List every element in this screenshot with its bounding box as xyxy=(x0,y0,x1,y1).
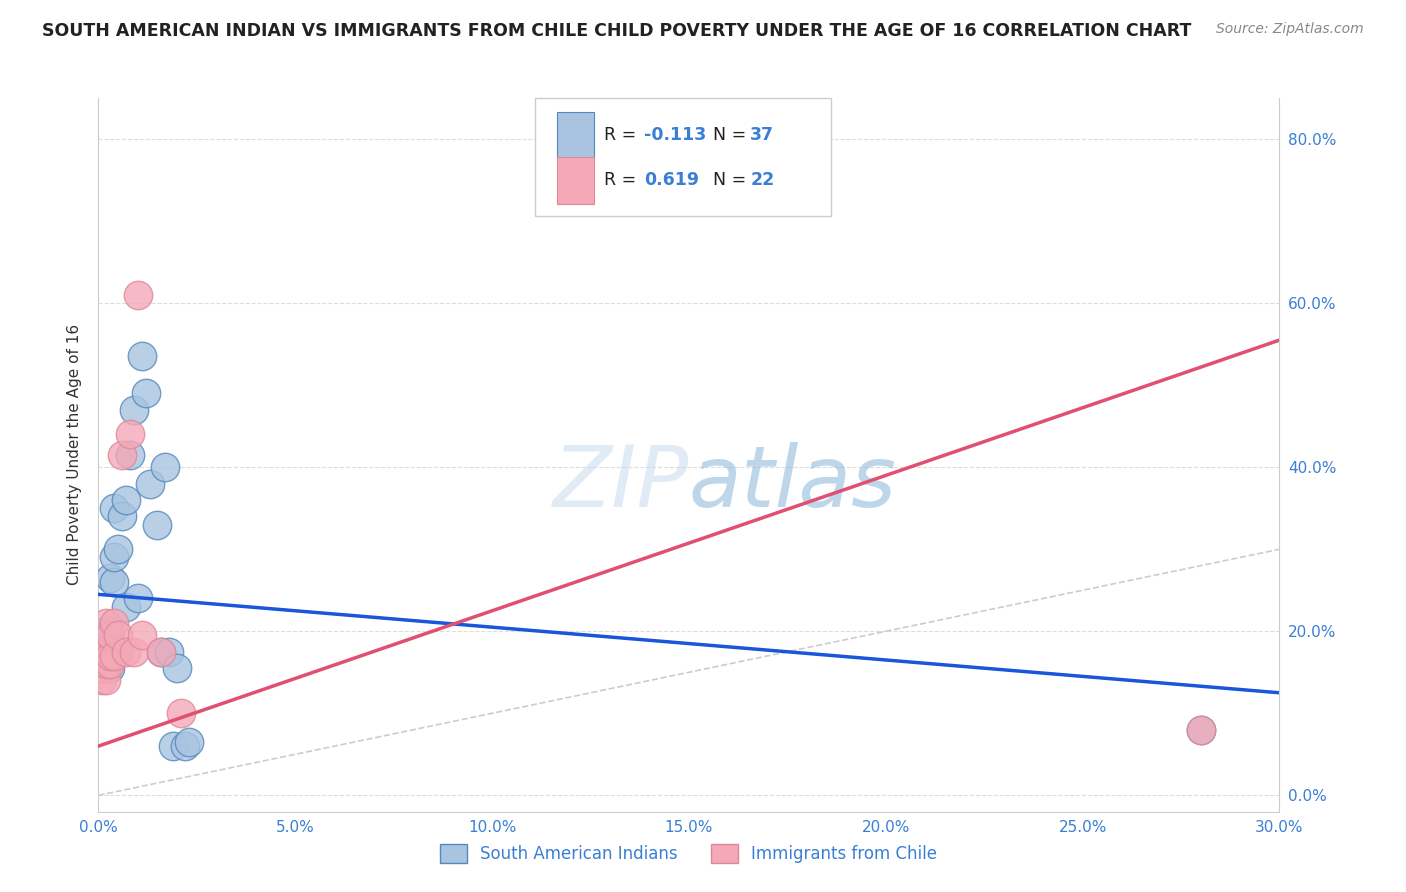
Point xyxy=(146,517,169,532)
Legend: South American Indians, Immigrants from Chile: South American Indians, Immigrants from … xyxy=(432,835,946,871)
Point xyxy=(115,493,138,508)
Point xyxy=(91,661,114,675)
Point xyxy=(111,509,134,524)
Text: N =: N = xyxy=(713,171,751,189)
Point xyxy=(1189,723,1212,737)
Point xyxy=(150,645,173,659)
Point xyxy=(96,657,118,671)
Point xyxy=(96,616,118,631)
FancyBboxPatch shape xyxy=(536,98,831,216)
Text: N =: N = xyxy=(713,127,751,145)
Point xyxy=(127,288,149,302)
Point xyxy=(162,739,184,753)
Point xyxy=(91,657,114,671)
Point xyxy=(98,645,121,659)
Point xyxy=(103,648,125,663)
Point xyxy=(138,476,160,491)
Y-axis label: Child Poverty Under the Age of 16: Child Poverty Under the Age of 16 xyxy=(67,325,83,585)
Text: ZIP: ZIP xyxy=(553,442,689,525)
Point xyxy=(103,501,125,516)
Point xyxy=(103,616,125,631)
Point xyxy=(98,653,121,667)
Point xyxy=(96,648,118,663)
Point xyxy=(98,648,121,663)
Text: Source: ZipAtlas.com: Source: ZipAtlas.com xyxy=(1216,22,1364,37)
Point xyxy=(155,460,177,475)
Text: -0.113: -0.113 xyxy=(644,127,706,145)
Point xyxy=(127,591,149,606)
Point xyxy=(96,673,118,688)
Point xyxy=(98,624,121,639)
Point xyxy=(103,575,125,590)
Point xyxy=(131,350,153,364)
Point xyxy=(166,661,188,675)
Point xyxy=(150,645,173,659)
Point xyxy=(103,550,125,565)
Point xyxy=(98,661,121,675)
Point xyxy=(96,661,118,675)
Point xyxy=(107,542,129,557)
Point xyxy=(96,653,118,667)
Point xyxy=(98,571,121,585)
Text: 22: 22 xyxy=(751,171,775,189)
Point xyxy=(131,628,153,642)
Point xyxy=(122,402,145,417)
Point xyxy=(115,645,138,659)
Text: atlas: atlas xyxy=(689,442,897,525)
Text: 0.619: 0.619 xyxy=(644,171,699,189)
Point xyxy=(98,628,121,642)
Point xyxy=(177,735,200,749)
Point xyxy=(91,648,114,663)
Point xyxy=(107,645,129,659)
Point xyxy=(118,448,141,462)
FancyBboxPatch shape xyxy=(557,157,595,203)
Point xyxy=(170,706,193,721)
Point xyxy=(91,645,114,659)
Point xyxy=(157,645,180,659)
Text: 37: 37 xyxy=(751,127,775,145)
Point xyxy=(111,448,134,462)
Point xyxy=(91,661,114,675)
Point xyxy=(118,427,141,442)
Point xyxy=(135,386,157,401)
Point xyxy=(115,599,138,614)
Point xyxy=(122,645,145,659)
Point xyxy=(96,645,118,659)
Text: R =: R = xyxy=(605,171,641,189)
Point xyxy=(98,657,121,671)
Point xyxy=(91,636,114,650)
Point xyxy=(107,628,129,642)
Text: R =: R = xyxy=(605,127,641,145)
FancyBboxPatch shape xyxy=(557,112,595,159)
Point xyxy=(91,673,114,688)
Point xyxy=(96,624,118,639)
Point xyxy=(91,648,114,663)
Point xyxy=(1189,723,1212,737)
Text: SOUTH AMERICAN INDIAN VS IMMIGRANTS FROM CHILE CHILD POVERTY UNDER THE AGE OF 16: SOUTH AMERICAN INDIAN VS IMMIGRANTS FROM… xyxy=(42,22,1191,40)
Point xyxy=(174,739,197,753)
